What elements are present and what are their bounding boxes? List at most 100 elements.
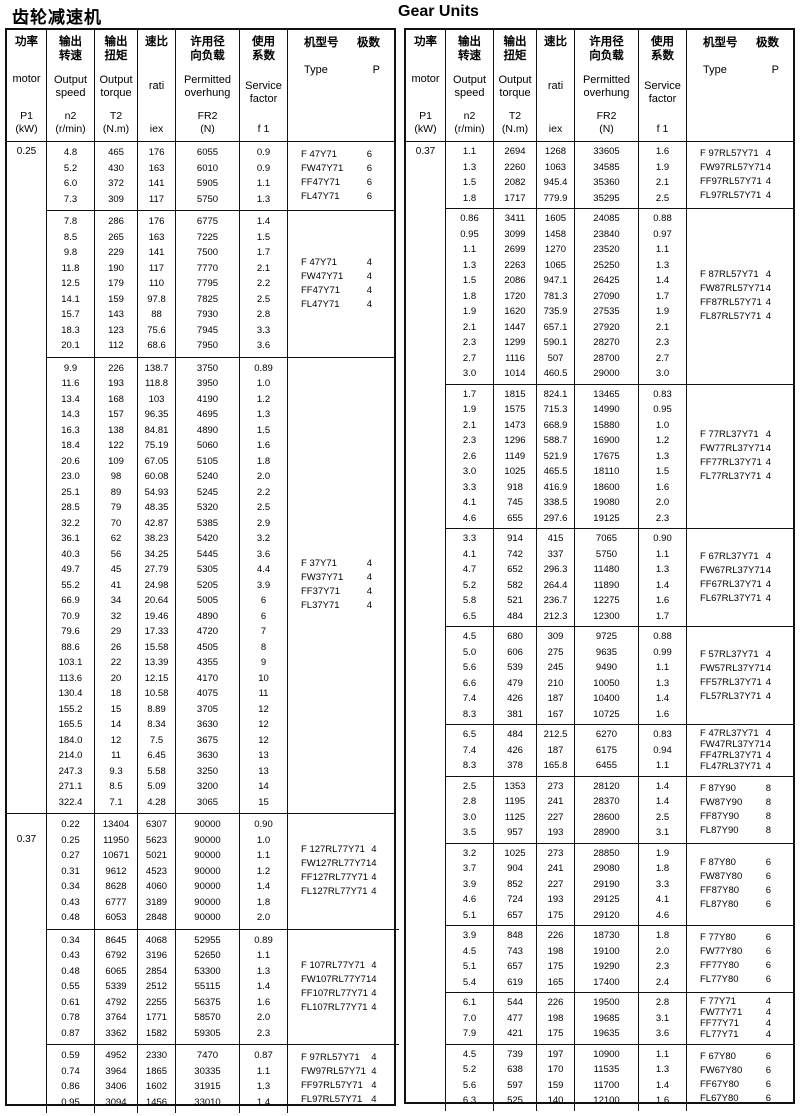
poles-value: 4 [765,443,771,455]
poles-value: 4 [371,1094,377,1105]
ratio-cell: 212.5 [543,729,568,740]
ratio-cell: 668.9 [543,419,568,431]
ratio-cell: 88 [151,309,162,320]
type-name: FF97RL57Y71 [700,176,762,187]
header-en-line: torque [499,86,531,99]
radial-load-cell: 4505 [196,641,219,653]
radial-load-cell: 90000 [194,912,221,923]
gear-block: 0.59 0.74 0.86 0.95 4952 3964 3406 3094 2330 1865… [47,1044,399,1113]
data-column: 6307 5623 5021 4523 4060 3189 2848 [138,814,176,929]
output-torque-cell: 9612 [105,865,127,877]
type-name: F 47RL37Y71 [700,728,759,739]
radial-load-cell: 3065 [196,796,219,808]
ratio-cell: 176 [148,147,165,158]
radial-load-cell: 9725 [595,631,618,642]
header-cn-line: 功率 [15,36,38,48]
type-row: F 67Y80 6 [700,1050,771,1064]
radial-load-cell: 90000 [194,834,221,846]
data-column: 824.1 715.3 668.9 588.7 521.9 465.5 416.9 338.5… [537,384,575,528]
radial-load-cell: 52650 [194,950,221,961]
service-factor-cell: 1.7 [256,247,271,258]
output-speed-cell: 25.1 [61,486,80,498]
header-en-line: Service [644,80,681,92]
type-name: F 127RL77Y71 [301,844,365,856]
radial-load-cell: 7950 [196,340,219,351]
radial-load-cell: 10050 [593,677,620,689]
output-speed-cell: 5.0 [462,646,477,658]
radial-load-cell: 29080 [593,863,620,874]
service-factor-cell: 12 [258,703,269,715]
type-row: FW37Y71 4 [301,571,372,585]
radial-load-cell: 33605 [593,146,620,157]
data-column: 6.1 7.0 7.9 [446,993,494,1044]
radial-load-cell: 5205 [196,579,219,591]
header-cn-line: 向负载 [190,50,225,62]
data-column: 0.88 0.97 1.1 1.3 1.4 1.7 1.9 2.1 2.3 2.7 3.0 [639,209,687,384]
header-en-line: motor [12,73,41,85]
output-torque-cell: 179 [108,278,124,289]
type-column: F 77Y71 4 FW77Y71 4 FF77Y71 4 FL77Y71 4 [687,993,793,1044]
service-factor-cell: 11 [258,688,269,699]
service-factor-cell: 0.89 [254,362,273,374]
output-speed-cell: 0.27 [61,850,80,861]
type-row: F 47RL37Y71 4 [700,728,771,739]
output-speed-cell: 4.5 [462,1048,477,1060]
ratio-cell: 42.87 [144,517,169,529]
gear-block: 3.2 3.7 3.9 4.6 5.1 1025 904 852 724 657 273 241 227… [446,842,793,925]
output-torque-cell: 10671 [102,850,130,861]
header-symbol-line: f 1 [656,123,669,135]
poles-value: 6 [765,1078,771,1090]
data-column: 90000 90000 90000 90000 90000 90000 90000 [176,814,240,929]
output-torque-cell: 3964 [105,1065,127,1077]
service-factor-cell: 2.9 [256,517,271,529]
output-speed-cell: 15.7 [61,309,80,320]
poles-en-label: P [771,64,779,76]
poles-value: 4 [765,564,771,576]
service-factor-cell: 0.90 [254,819,273,830]
ratio-cell: 1865 [145,1065,168,1077]
service-factor-cell: 3.6 [655,1028,670,1039]
service-factor-cell: 9 [260,657,267,668]
output-torque-cell: 680 [507,631,523,642]
ratio-cell: 54.93 [144,486,169,498]
service-factor-cell: 2.5 [256,293,271,305]
ratio-cell: 227 [547,878,564,890]
output-torque-cell: 12 [110,734,122,746]
header-cn-label: 许用径 向负载 [589,35,624,63]
header-cn-label: 速比 [544,35,567,49]
ratio-cell: 187 [547,693,564,704]
header-symbol-label: f 1 [657,123,669,136]
header-en-line: Output [99,73,133,86]
output-speed-cell: 4.1 [462,548,477,560]
ratio-cell: 275 [547,646,564,658]
ratio-cell: 1270 [544,244,567,255]
ratio-cell: 193 [547,894,564,905]
gear-block: 4.5 5.0 5.6 6.6 7.4 8.3 680 606 539 479 426 381 309 2… [446,626,793,724]
output-torque-cell: 8645 [105,934,127,946]
output-speed-cell: 247.3 [58,765,83,777]
poles-value: 4 [371,858,377,870]
output-torque-cell: 1014 [504,368,526,379]
data-column: 0.88 0.99 1.1 1.3 1.4 1.6 [639,627,687,724]
radial-load-cell: 5060 [196,440,219,451]
radial-load-cell: 5305 [196,564,219,575]
output-speed-cell: 5.6 [462,662,477,673]
output-speed-cell: 6.0 [63,178,78,189]
service-factor-cell: 1.5 [256,231,271,243]
type-name: F 57RL37Y71 [700,648,759,660]
output-speed-cell: 23.0 [61,471,80,482]
output-torque-cell: 20 [110,672,122,684]
output-torque-cell: 159 [108,293,124,305]
type-name: FL67RL37Y71 [700,592,762,604]
header-torque: 输出 扭矩 Output torque T2 (N.m) [494,30,537,141]
ratio-cell: 84.81 [144,424,169,436]
service-factor-cell: 2.7 [655,352,670,364]
service-factor-cell: 0.90 [653,533,672,544]
header-en-line: factor [648,93,677,105]
output-speed-cell: 3.3 [462,533,477,544]
type-row: FW107RL77Y71 4 [301,973,377,987]
ratio-cell: 20.64 [144,595,169,606]
service-factor-cell: 13 [258,765,269,777]
service-factor-cell: 2.3 [256,1027,271,1039]
radial-load-cell: 19290 [593,961,620,972]
